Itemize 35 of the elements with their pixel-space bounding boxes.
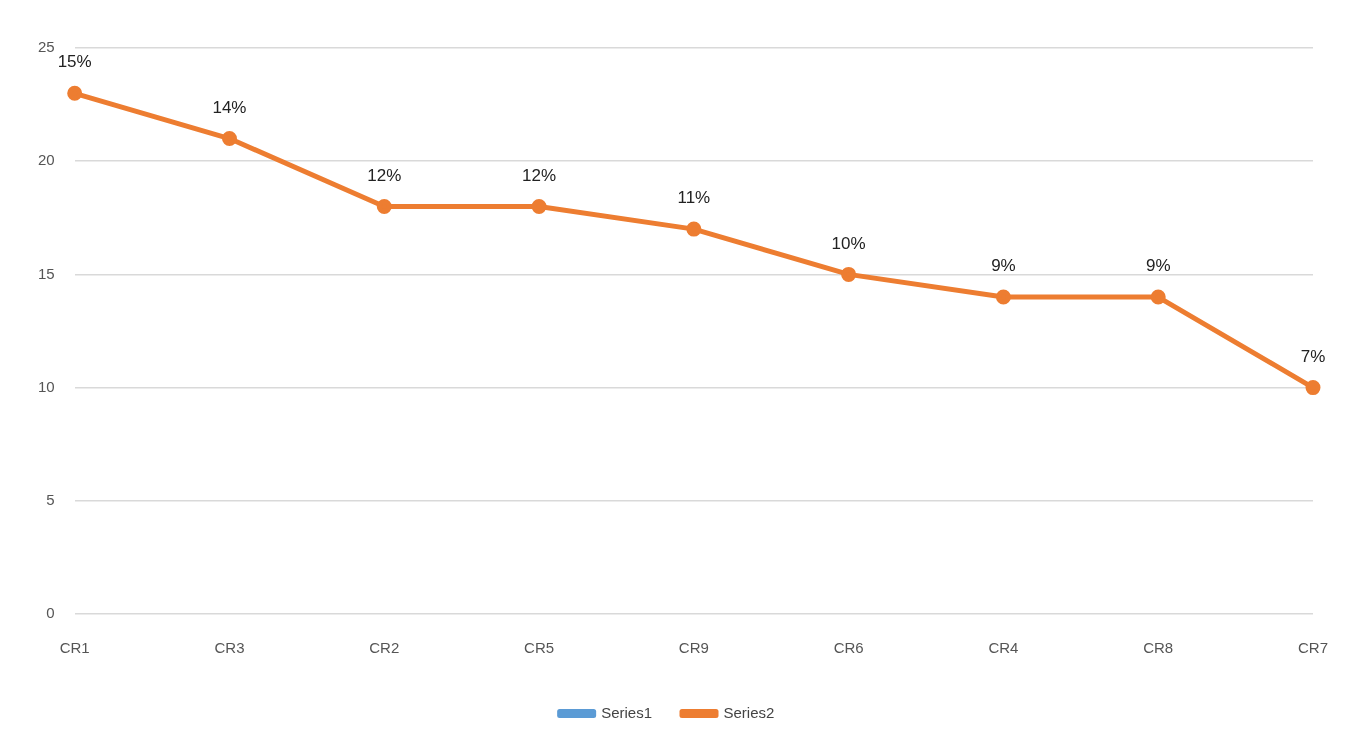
annotation: 10% (831, 233, 866, 253)
x-tick-label: CR1 (59, 639, 90, 657)
y-tick-label: 25 (38, 38, 55, 56)
point (376, 198, 392, 214)
point (1150, 289, 1166, 305)
x-tick-label: CR7 (1297, 639, 1328, 657)
y-tick-label: 0 (46, 604, 55, 622)
point (67, 85, 83, 101)
y-tick-label: 15 (38, 264, 55, 282)
annotation: 9% (991, 256, 1016, 276)
point (1305, 380, 1321, 396)
legend-label: Series1 (601, 703, 652, 721)
x-tick-label: CR3 (214, 639, 245, 657)
x-tick-label: CR8 (1143, 639, 1174, 657)
x-tick-label: CR4 (988, 639, 1019, 657)
annotation: 9% (1145, 256, 1171, 276)
annotation: 12% (522, 165, 557, 185)
point (995, 289, 1011, 305)
annotation: 15% (57, 52, 92, 72)
y-tick-label: 5 (46, 490, 55, 508)
annotation: 11% (677, 188, 711, 208)
x-tick-label: CR6 (833, 639, 864, 657)
point (841, 266, 857, 282)
legend-label: Series2 (723, 703, 775, 721)
point (686, 221, 702, 237)
x-tick-label: CR9 (678, 639, 709, 657)
annotation: 12% (367, 165, 402, 185)
annotation: 7% (1300, 346, 1326, 366)
y-tick-label: 10 (38, 377, 55, 395)
x-tick-label: CR5 (524, 639, 555, 657)
annotation: 14% (212, 97, 247, 117)
y-tick-label: 20 (38, 151, 55, 169)
x-tick-label: CR2 (369, 639, 400, 657)
point (531, 198, 547, 214)
point (221, 131, 237, 147)
